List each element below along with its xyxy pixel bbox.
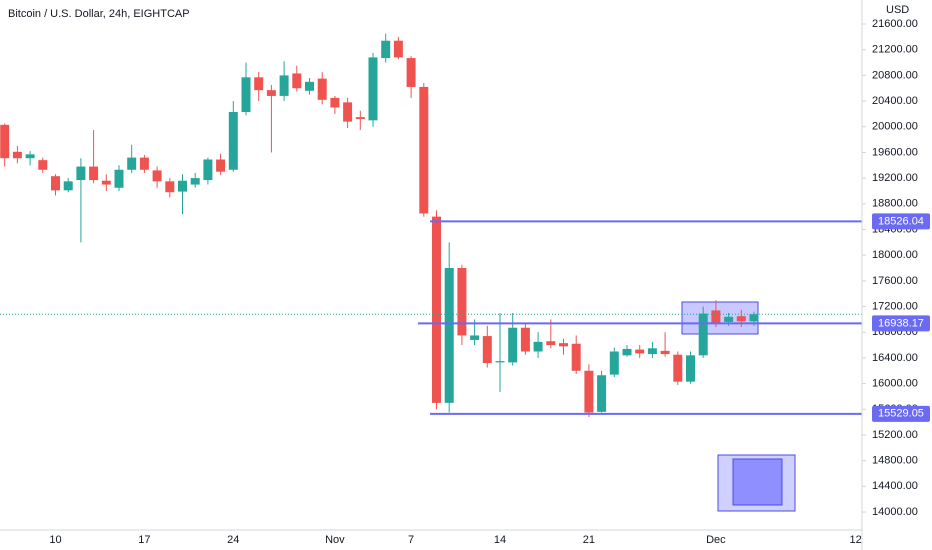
candle-body — [686, 355, 695, 382]
level-label-box — [872, 315, 930, 332]
candle-body — [355, 117, 365, 120]
y-tick-label: 16000.00 — [872, 378, 918, 390]
candle-body — [736, 316, 746, 322]
candle-body — [495, 361, 505, 363]
candle-body — [178, 180, 187, 192]
candle-body — [330, 97, 340, 108]
chart-title: Bitcoin / U.S. Dollar, 24h, EIGHTCAP — [8, 8, 190, 20]
candle-body — [241, 77, 251, 112]
x-tick-label: 14 — [494, 534, 506, 546]
level-label: 18526.04 — [878, 215, 924, 227]
x-tick-label: 17 — [138, 534, 150, 546]
y-tick-label: 20000.00 — [872, 121, 918, 133]
candle-body — [165, 181, 175, 193]
x-tick-label: Nov — [325, 534, 345, 546]
level-label-box — [872, 213, 930, 230]
candle-body — [673, 354, 683, 382]
candle-body — [279, 75, 289, 96]
candle-body — [419, 86, 429, 214]
candle-body — [381, 40, 391, 59]
candle-body — [190, 178, 200, 185]
candle-body — [609, 351, 619, 375]
candle-body — [368, 57, 378, 121]
candle-body — [647, 348, 657, 355]
x-tick-label: 7 — [408, 534, 414, 546]
candle-body — [406, 58, 416, 87]
axes: 14000.0014400.0014800.0015200.0015600.00… — [49, 18, 930, 546]
candle-body — [228, 111, 238, 170]
axis-unit: USD — [886, 4, 909, 16]
candle-body — [139, 157, 149, 170]
candle-body — [711, 310, 721, 324]
y-tick-label: 21600.00 — [872, 18, 918, 30]
candle-body — [432, 216, 441, 403]
candle-body — [546, 341, 556, 346]
candle-body — [520, 327, 530, 352]
candle-body — [343, 102, 353, 122]
candle-body — [203, 159, 213, 181]
candle-body — [724, 316, 734, 322]
y-tick-label: 14400.00 — [872, 480, 918, 492]
y-tick-label: 15200.00 — [872, 429, 918, 441]
candle-body — [114, 169, 124, 188]
candle-body — [571, 343, 581, 371]
candle-body — [38, 160, 48, 170]
level-label: 16938.17 — [878, 317, 924, 329]
candle-body — [698, 313, 708, 356]
y-tick-label: 17200.00 — [872, 300, 918, 312]
candle-body — [254, 77, 264, 91]
y-tick-label: 20400.00 — [872, 95, 918, 107]
candle-body — [317, 78, 327, 100]
candle-body — [470, 335, 480, 340]
candle-body — [0, 124, 10, 159]
drawing-box-inner — [732, 458, 783, 506]
candle-body — [508, 327, 518, 363]
candle-body — [533, 341, 543, 352]
y-tick-label: 20800.00 — [872, 69, 918, 81]
plot-area — [0, 33, 862, 512]
candle-body — [393, 40, 403, 58]
candle-body — [482, 336, 492, 364]
y-tick-label: 21200.00 — [872, 44, 918, 56]
candle-body — [457, 268, 467, 336]
level-label-box — [872, 405, 930, 422]
candle-body — [76, 166, 86, 181]
y-tick-label: 18000.00 — [872, 249, 918, 261]
candle-body — [51, 176, 60, 191]
x-tick-label: 10 — [49, 534, 61, 546]
candle-body — [622, 348, 632, 356]
candle-body — [101, 180, 111, 185]
candle-body — [584, 370, 594, 413]
candle-body — [266, 90, 276, 96]
y-tick-label: 14000.00 — [872, 506, 918, 518]
level-label: 15529.05 — [878, 408, 924, 420]
candle-body — [292, 73, 302, 89]
candle-body — [597, 375, 607, 412]
candle-body — [444, 268, 454, 403]
candle-body — [89, 166, 99, 181]
candle-body — [749, 314, 759, 322]
candle-body — [152, 170, 162, 182]
candle-body — [305, 81, 314, 91]
candle-body — [127, 157, 137, 170]
x-tick-label: 24 — [227, 534, 239, 546]
candle-body — [12, 151, 22, 159]
y-tick-label: 16400.00 — [872, 352, 918, 364]
y-tick-label: 17600.00 — [872, 275, 918, 287]
x-tick-label: 21 — [583, 534, 595, 546]
x-tick-label: Dec — [706, 534, 726, 546]
candle-body — [660, 350, 670, 355]
y-tick-label: 18800.00 — [872, 198, 918, 210]
y-tick-label: 14800.00 — [872, 455, 918, 467]
candle-body — [63, 181, 73, 191]
candle-body — [216, 159, 226, 172]
x-tick-label: 12 — [849, 534, 861, 546]
y-tick-label: 19600.00 — [872, 146, 918, 158]
candle-body — [635, 349, 645, 354]
candle-body — [25, 154, 35, 159]
candle-body — [559, 343, 568, 347]
y-tick-label: 19200.00 — [872, 172, 918, 184]
